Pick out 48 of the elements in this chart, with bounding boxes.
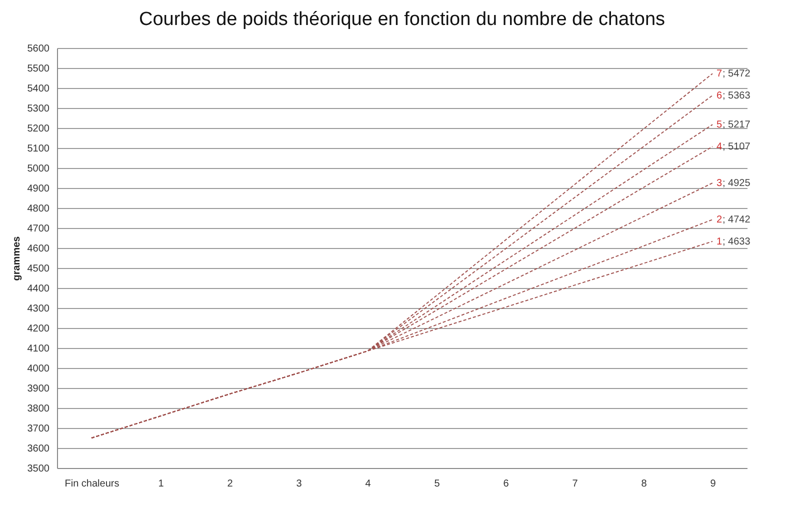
y-tick-label: 5500 [27, 64, 50, 74]
y-tick-label: 5600 [27, 44, 50, 54]
x-tick-label: 7 [572, 478, 578, 490]
y-tick-label: 3600 [27, 444, 50, 454]
chart-title: Courbes de poids théorique en fonction du nombre de chatons [138, 9, 666, 30]
x-tick-label: 1 [158, 478, 164, 490]
series-label: 2 [716, 214, 722, 226]
data-label: ; 5472 [722, 68, 751, 80]
y-tick-label: 3900 [27, 384, 50, 394]
y-tick-label: 5200 [27, 124, 50, 134]
x-tick-label: 8 [641, 478, 648, 490]
series-label: 5 [716, 120, 722, 131]
data-label: ; 5363 [722, 90, 751, 102]
y-tick-label: 4100 [27, 344, 50, 354]
y-tick-label: 4200 [27, 324, 50, 334]
y-tick-label: 5400 [27, 84, 50, 94]
y-tick-label: 5000 [27, 164, 50, 174]
y-tick-label: 4600 [27, 244, 50, 254]
series-label: 3 [716, 178, 722, 189]
data-label: ; 4633 [722, 236, 751, 248]
y-tick-label: 4400 [27, 284, 50, 294]
data-label: ; 5217 [722, 120, 751, 131]
x-tick-label: 6 [503, 478, 510, 490]
y-axis-title: grammes [11, 236, 22, 281]
data-label: ; 5107 [722, 142, 751, 153]
series-label: 4 [716, 142, 722, 153]
data-label: ; 4742 [722, 214, 751, 226]
y-tick-label: 3800 [27, 404, 50, 414]
y-tick-label: 5300 [27, 104, 50, 114]
series-label: 7 [716, 68, 722, 80]
x-tick-label: 2 [227, 478, 234, 490]
x-tick-label: 3 [296, 478, 302, 490]
data-label: ; 4925 [722, 178, 751, 189]
y-tick-label: 4000 [27, 364, 50, 374]
y-tick-label: 4900 [27, 184, 50, 194]
series-label: 1 [716, 236, 722, 248]
y-tick-label: 5100 [27, 144, 50, 154]
series-label: 6 [716, 90, 722, 102]
x-tick-label: 4 [365, 478, 372, 490]
x-tick-label: Fin chaleurs [64, 478, 120, 490]
y-tick-label: 4800 [27, 204, 50, 214]
x-tick-label: 9 [710, 478, 716, 490]
y-tick-label: 4700 [27, 224, 50, 234]
y-tick-label: 4300 [27, 304, 50, 314]
y-tick-label: 4500 [27, 264, 50, 274]
x-tick-label: 5 [434, 478, 440, 490]
y-tick-label: 3500 [27, 464, 50, 474]
y-tick-label: 3700 [27, 424, 50, 434]
